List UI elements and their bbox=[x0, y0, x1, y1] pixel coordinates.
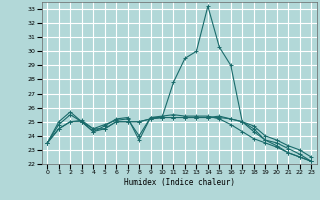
X-axis label: Humidex (Indice chaleur): Humidex (Indice chaleur) bbox=[124, 178, 235, 187]
